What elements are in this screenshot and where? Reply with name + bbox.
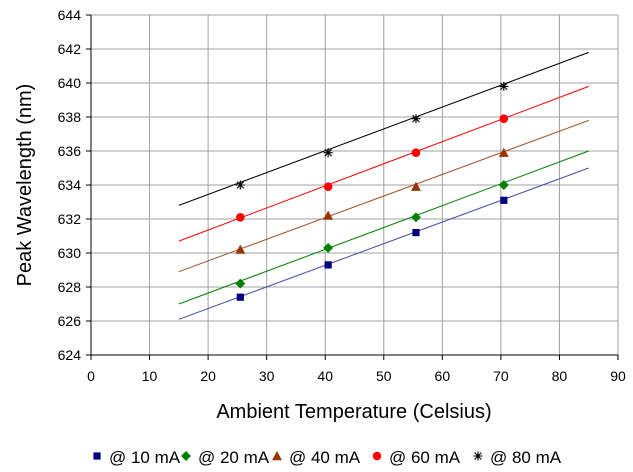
x-tick-label: 20	[200, 368, 216, 384]
data-points	[235, 81, 509, 301]
trendline	[178, 51, 589, 206]
y-tick-label: 626	[58, 313, 82, 329]
data-point	[323, 210, 334, 220]
x-axis-title: Ambient Temperature (Celsius)	[216, 401, 491, 423]
data-point	[236, 293, 244, 301]
data-point	[235, 244, 246, 254]
legend-marker	[181, 451, 191, 461]
data-point	[499, 114, 509, 123]
data-point	[324, 261, 332, 269]
x-tick-label: 60	[435, 368, 451, 384]
tick-labels: 0 10 20 30 40 50 60 70 80 90 624 626 628 630 632 634 636…	[58, 7, 626, 384]
legend-label: @ 60 mA	[389, 448, 461, 467]
y-tick-label: 644	[58, 7, 82, 23]
y-tick-label: 638	[58, 109, 82, 125]
data-point	[236, 213, 245, 222]
x-tick-label: 0	[87, 368, 95, 384]
data-point	[411, 181, 421, 191]
legend-label: @ 10 mA	[109, 448, 181, 467]
x-tick-label: 80	[552, 368, 568, 384]
trendlines	[178, 51, 589, 320]
y-tick-label: 640	[58, 75, 82, 91]
y-tick-label: 630	[58, 245, 82, 261]
y-tick-label: 634	[58, 177, 82, 193]
y-tick-label: 632	[58, 211, 82, 227]
data-point	[498, 180, 509, 190]
legend: @ 10 mA @ 20 mA @ 40 mA @ 60 mA @ 80 mA	[93, 448, 562, 467]
data-point	[411, 114, 421, 124]
y-tick-label: 628	[58, 279, 82, 295]
trendline	[178, 85, 589, 242]
legend-marker	[372, 451, 382, 461]
data-point	[323, 148, 333, 158]
data-point	[498, 147, 509, 157]
legend-marker	[473, 451, 483, 461]
x-tick-label: 50	[376, 368, 392, 384]
legend-marker	[93, 452, 101, 460]
y-tick-label: 642	[58, 41, 82, 57]
y-tick-label: 624	[58, 347, 82, 363]
y-tick-label: 636	[58, 143, 82, 159]
x-tick-label: 30	[259, 368, 275, 384]
legend-marker	[272, 451, 282, 461]
trendline	[178, 150, 589, 305]
data-point	[411, 212, 421, 223]
legend-label: @ 20 mA	[198, 448, 270, 467]
data-point	[500, 196, 508, 204]
data-point	[235, 278, 246, 289]
x-tick-label: 10	[142, 368, 158, 384]
legend-label: @ 40 mA	[289, 448, 361, 467]
y-axis-title: Peak Wavelength (nm)	[14, 84, 36, 287]
x-tick-label: 90	[610, 368, 626, 384]
data-point	[411, 148, 421, 157]
x-tick-label: 70	[493, 368, 509, 384]
trendline	[178, 167, 589, 320]
data-point	[235, 180, 245, 190]
data-point	[323, 242, 334, 253]
data-point	[412, 229, 420, 237]
data-point	[323, 182, 333, 191]
x-tick-label: 40	[317, 368, 333, 384]
data-point	[499, 81, 509, 91]
trendline	[178, 119, 589, 273]
axes	[86, 14, 619, 360]
legend-label: @ 80 mA	[490, 448, 562, 467]
